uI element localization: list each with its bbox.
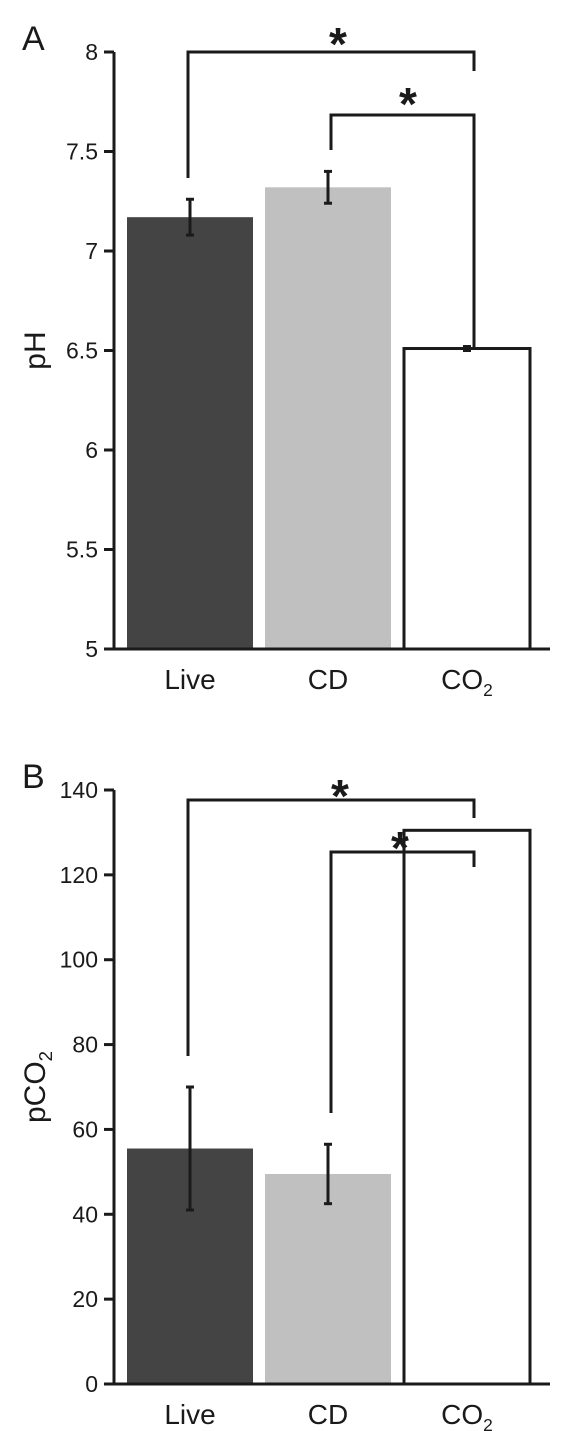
y-tick-label: 6.5 — [66, 338, 98, 364]
y-tick-label: 120 — [60, 862, 98, 888]
panel-a: A 5 5.5 6 6.5 7 7.5 8 Live CD CO2 pH * * — [19, 18, 550, 700]
bar-live — [127, 217, 253, 650]
y-tick-label: 5 — [85, 636, 98, 662]
y-tick-label: 6 — [85, 437, 98, 463]
bar-cd — [265, 1173, 391, 1384]
significance-star: * — [329, 18, 347, 70]
y-tick-label: 40 — [72, 1201, 98, 1227]
x-tick-label-live-text: Live — [164, 1399, 215, 1430]
x-tick-label-co2-subscript: 2 — [483, 680, 493, 700]
y-tick-label: 60 — [72, 1116, 98, 1142]
x-tick-label-live-text: Live — [164, 664, 215, 695]
panel-letter-text: B — [22, 758, 45, 796]
panel-letter: A — [22, 20, 45, 58]
x-tick-label-co2: CO2 — [441, 1399, 493, 1431]
y-tick-label: 80 — [72, 1032, 98, 1058]
significance-bracket — [329, 850, 476, 1113]
x-tick-label-cd: CD — [308, 664, 348, 695]
significance-bracket — [329, 113, 476, 350]
panel-letter: B — [22, 758, 45, 796]
y-axis-label: pCO2 — [19, 1051, 56, 1123]
x-tick-label-co2: CO2 — [441, 664, 493, 700]
panel-letter-text: A — [22, 20, 45, 58]
x-tick-label-cd-text: CD — [308, 1399, 348, 1430]
significance-bracket — [186, 798, 476, 1056]
significance-bracket — [186, 50, 476, 178]
x-tick-label-live: Live — [164, 1399, 215, 1430]
y-axis-label-text: pH — [19, 331, 52, 369]
y-axis-label-subscript: 2 — [35, 1051, 56, 1061]
significance-star: * — [391, 822, 409, 874]
x-tick-label-co2-text: CO — [441, 1399, 483, 1430]
x-tick-label-co2-text: CO — [441, 664, 483, 695]
x-tick-label-cd: CD — [308, 1399, 348, 1430]
x-tick-label-live: Live — [164, 664, 215, 695]
y-tick-label: 140 — [60, 777, 98, 803]
y-tick-label: 0 — [85, 1371, 98, 1397]
y-tick-label: 7 — [85, 238, 98, 264]
y-tick-label: 8 — [85, 39, 98, 65]
y-tick-label: 20 — [72, 1286, 98, 1312]
significance-star: * — [331, 770, 349, 822]
x-tick-label-cd-text: CD — [308, 664, 348, 695]
y-tick-label: 100 — [60, 947, 98, 973]
bar-co2 — [402, 347, 532, 651]
y-axis-label: pH — [19, 331, 52, 369]
y-tick-label: 7.5 — [66, 139, 98, 165]
y-axis-label-text: pCO — [19, 1061, 52, 1123]
y-tick-label: 5.5 — [66, 537, 98, 563]
x-tick-label-co2-subscript: 2 — [483, 1415, 493, 1431]
significance-star: * — [399, 78, 417, 130]
bar-cd — [265, 187, 391, 649]
bar-co2 — [402, 828, 532, 1386]
